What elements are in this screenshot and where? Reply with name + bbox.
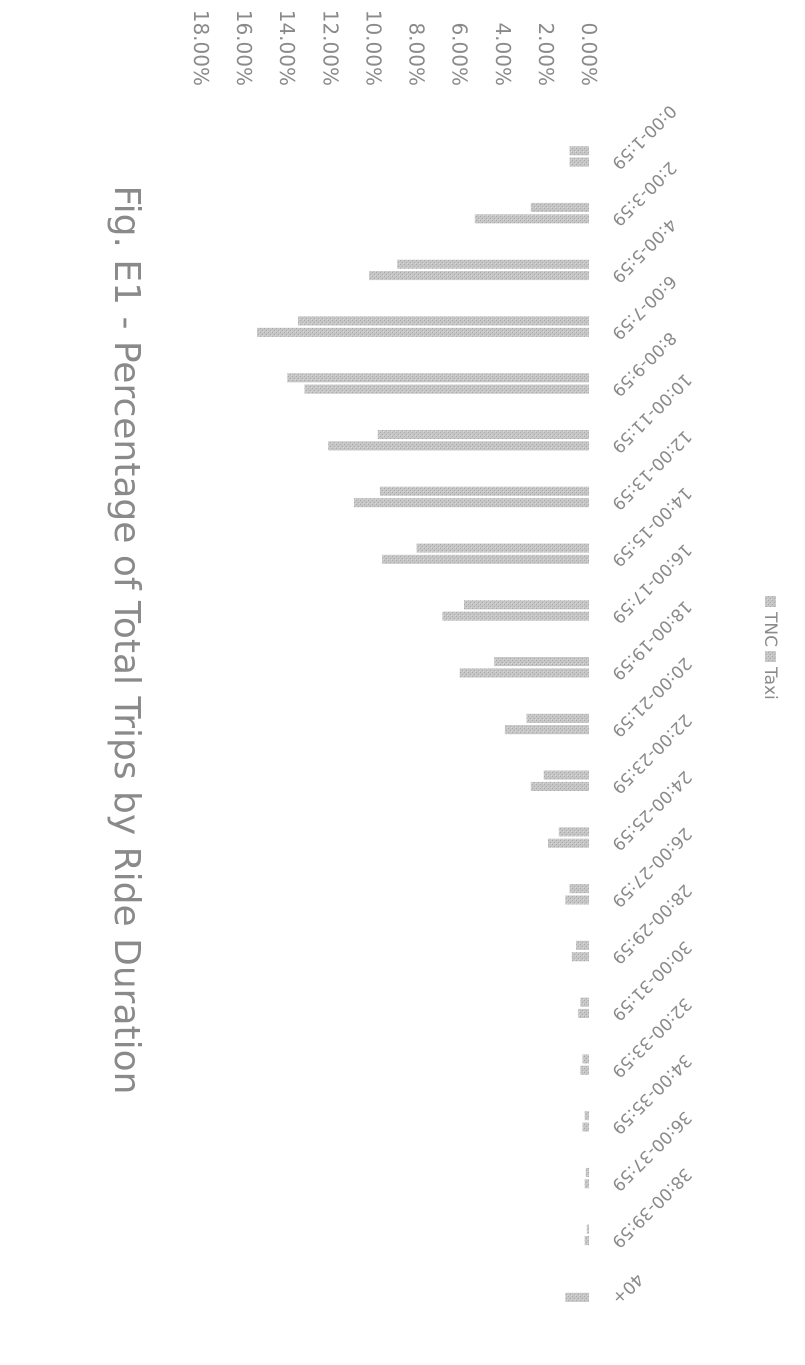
y-tick-label: 12.00% — [318, 10, 342, 86]
bar-tnc — [526, 713, 589, 723]
x-axis: 0:00-1:592:00-3:594:00-5:596:00-7:598:00… — [607, 101, 695, 1309]
bar-taxi — [304, 384, 589, 394]
bar-tnc — [576, 940, 589, 950]
bar-taxi — [582, 1122, 589, 1132]
bar-taxi — [530, 781, 589, 792]
bar-tnc — [558, 827, 589, 837]
legend-label-taxi: Taxi — [760, 666, 780, 700]
bar-taxi — [382, 554, 589, 564]
bar-tnc — [586, 1224, 589, 1234]
legend-swatch-tnc — [765, 596, 776, 607]
chart-title: Fig. E1 - Percentage of Total Trips by R… — [106, 186, 147, 1095]
bar-taxi — [565, 895, 589, 905]
bar-taxi — [578, 1008, 589, 1019]
bar-tnc — [580, 997, 589, 1007]
y-tick-label: 10.00% — [361, 10, 385, 86]
y-tick-label: 6.00% — [448, 22, 472, 86]
bar-tnc — [397, 259, 589, 269]
bar-tnc — [464, 600, 589, 610]
bar-tnc — [569, 146, 589, 156]
bar-taxi — [328, 441, 589, 451]
bar-taxi — [584, 1179, 589, 1189]
bar-tnc — [543, 770, 589, 780]
bar-tnc — [494, 657, 589, 667]
legend-swatch-taxi — [765, 651, 776, 662]
bar-tnc — [379, 486, 589, 496]
bar-taxi — [459, 668, 589, 678]
bar-tnc — [416, 543, 589, 553]
bar-taxi — [569, 157, 589, 167]
plot-area: Fig. E1 - Percentage of Total Trips by R… — [106, 10, 780, 1308]
bar-taxi — [571, 952, 589, 962]
y-axis: 0.00% 2.00% 4.00% 6.00% 8.00% 10.00% 12.00% 14.… — [189, 10, 601, 86]
y-tick-label: 0.00% — [577, 22, 601, 86]
y-tick-label: 16.00% — [232, 10, 256, 86]
bar-tnc — [298, 316, 589, 326]
bar-taxi — [548, 838, 589, 848]
bar-tnc — [530, 202, 589, 212]
bar-taxi — [442, 611, 589, 621]
x-tick-label: 40+ — [607, 1269, 647, 1309]
y-tick-label: 2.00% — [534, 22, 558, 86]
bar-taxi — [584, 1236, 589, 1246]
y-tick-label: 4.00% — [491, 22, 515, 86]
bar-taxi — [565, 1292, 589, 1302]
bar-taxi — [474, 214, 589, 224]
bar-tnc — [584, 1111, 589, 1121]
bar-taxi — [504, 725, 589, 735]
y-tick-label: 8.00% — [405, 22, 429, 86]
bar-taxi — [580, 1065, 589, 1075]
y-tick-label: 18.00% — [189, 10, 213, 86]
legend-label-tnc: TNC — [760, 611, 780, 647]
bars — [257, 146, 589, 1302]
bar-taxi — [354, 498, 589, 508]
legend: TNC Taxi — [760, 596, 780, 700]
bar-tnc — [585, 1167, 589, 1178]
bar-tnc — [377, 430, 589, 440]
bar-tnc — [569, 884, 589, 894]
bar-tnc — [287, 373, 589, 383]
bar-taxi — [257, 327, 589, 337]
y-tick-label: 14.00% — [275, 10, 299, 86]
bar-taxi — [369, 271, 589, 281]
bar-tnc — [582, 1054, 589, 1064]
